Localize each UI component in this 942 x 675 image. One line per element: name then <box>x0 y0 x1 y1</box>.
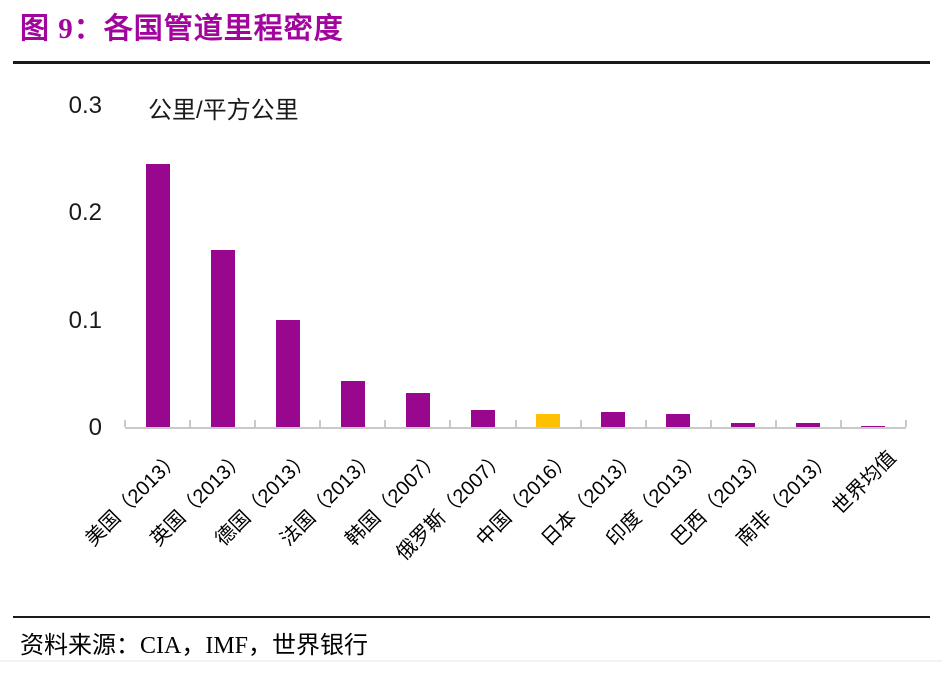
source-text: 资料来源：CIA，IMF，世界银行 <box>20 633 369 659</box>
bar <box>601 411 626 427</box>
bar <box>861 425 886 427</box>
x-axis-tick <box>579 420 582 427</box>
x-axis-tick <box>774 420 777 427</box>
source-divider <box>13 616 930 618</box>
bar <box>405 392 430 427</box>
x-axis-tick <box>839 420 842 427</box>
x-axis-tick <box>254 420 257 427</box>
y-axis-unit-label: 公里/平方公里 <box>148 97 299 124</box>
bar <box>731 422 756 427</box>
bar <box>796 422 821 427</box>
bottom-divider <box>0 660 942 662</box>
x-axis-label: 世界均值 <box>828 447 902 520</box>
x-axis-tick <box>384 420 387 427</box>
x-axis-tick <box>709 420 712 427</box>
x-axis-tick <box>319 420 322 427</box>
bar <box>275 319 300 427</box>
bar <box>210 249 235 427</box>
x-axis-tick <box>124 420 126 427</box>
x-axis-line <box>125 427 906 429</box>
y-axis-tick-label: 0.1 <box>68 306 102 334</box>
y-axis-tick-label: 0 <box>88 414 102 441</box>
bar <box>666 414 691 427</box>
x-axis-tick <box>449 420 452 427</box>
y-axis-tick-label: 0.3 <box>68 91 102 119</box>
bar <box>536 414 561 427</box>
title-divider <box>13 61 930 64</box>
x-axis-tick <box>189 420 192 427</box>
bar <box>470 409 495 427</box>
bar <box>340 380 365 427</box>
figure-title: 图 9：各国管道里程密度 <box>20 13 344 45</box>
bar <box>145 163 170 427</box>
x-axis-tick <box>905 420 907 427</box>
x-axis-tick <box>644 420 647 427</box>
x-axis-tick <box>514 420 517 427</box>
y-axis-tick-label: 0.2 <box>68 199 102 226</box>
